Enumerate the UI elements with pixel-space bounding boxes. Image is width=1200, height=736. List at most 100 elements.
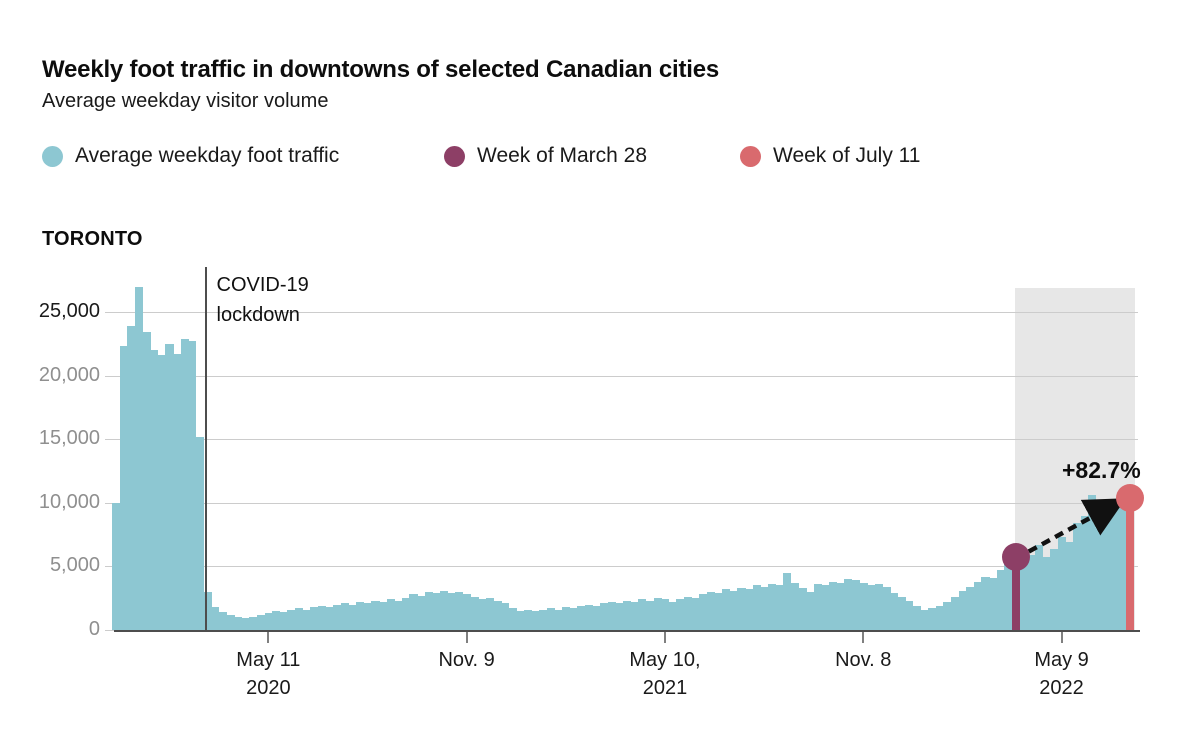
bar-week-33 bbox=[356, 602, 365, 630]
bar-week-20 bbox=[256, 614, 266, 630]
bar-week-29 bbox=[325, 607, 334, 630]
bar-week-56 bbox=[531, 610, 540, 630]
bar-week-8 bbox=[165, 343, 174, 630]
legend-label-march-28: Week of March 28 bbox=[477, 144, 648, 167]
bar-week-1 bbox=[112, 502, 121, 630]
bar-week-106 bbox=[912, 605, 922, 630]
bar-week-9 bbox=[173, 353, 182, 630]
bar-week-62 bbox=[577, 605, 586, 630]
y-axis-label-10000: 10,000 bbox=[38, 490, 100, 513]
bar-week-4 bbox=[134, 286, 144, 630]
y-axis-label-25000: 25,000 bbox=[38, 300, 100, 322]
bar-week-132 bbox=[1111, 504, 1120, 630]
x-axis-tick-99 bbox=[862, 632, 865, 643]
bar-week-101 bbox=[874, 584, 883, 630]
bar-week-65 bbox=[600, 603, 609, 630]
bar-week-70 bbox=[638, 599, 647, 630]
bar-week-27 bbox=[310, 607, 319, 630]
bar-week-117 bbox=[996, 570, 1005, 630]
gridline-10000 bbox=[105, 502, 1138, 504]
bar-week-47 bbox=[462, 594, 472, 630]
bar-week-78 bbox=[699, 594, 708, 630]
bar-week-105 bbox=[905, 600, 914, 630]
bar-week-90 bbox=[790, 582, 800, 630]
bar-week-91 bbox=[798, 588, 807, 630]
gridline-15000 bbox=[105, 439, 1138, 441]
increase-arrow bbox=[1027, 498, 1127, 554]
bar-week-25 bbox=[295, 608, 304, 630]
bar-week-114 bbox=[973, 581, 983, 630]
bar-week-11 bbox=[188, 341, 197, 630]
bar-week-72 bbox=[653, 598, 662, 630]
bar-week-95 bbox=[828, 581, 838, 630]
bar-week-15 bbox=[218, 612, 227, 630]
bar-week-102 bbox=[882, 586, 891, 630]
bar-week-126 bbox=[1065, 542, 1074, 630]
bar-week-98 bbox=[851, 580, 861, 630]
bar-week-59 bbox=[554, 609, 563, 630]
bar-week-73 bbox=[661, 599, 670, 630]
legend-label-july-11: Week of July 11 bbox=[773, 144, 921, 167]
bar-week-10 bbox=[180, 338, 189, 630]
bar-week-85 bbox=[752, 585, 761, 630]
legend-item-foot-traffic: Average weekday foot traffic bbox=[42, 144, 339, 168]
bar-week-118 bbox=[1004, 563, 1013, 630]
bar-week-116 bbox=[989, 577, 998, 630]
bar-week-60 bbox=[561, 607, 571, 630]
bar-week-23 bbox=[279, 612, 288, 630]
bar-week-74 bbox=[668, 602, 677, 630]
bar-week-96 bbox=[836, 582, 845, 630]
bar-week-88 bbox=[775, 585, 784, 630]
bar-week-52 bbox=[500, 603, 510, 630]
bar-week-40 bbox=[409, 594, 418, 630]
bar-week-109 bbox=[935, 605, 944, 630]
x-axis-line bbox=[114, 630, 1140, 632]
gridline-25000 bbox=[105, 312, 1138, 313]
bar-week-133 bbox=[1118, 496, 1127, 630]
bar-week-125 bbox=[1057, 537, 1066, 630]
bar-week-76 bbox=[684, 596, 693, 630]
bar-week-94 bbox=[821, 585, 830, 630]
bar-week-49 bbox=[478, 599, 487, 630]
bar-week-128 bbox=[1080, 515, 1089, 630]
bar-week-57 bbox=[539, 609, 548, 630]
bar-week-41 bbox=[417, 595, 426, 630]
bar-week-24 bbox=[287, 609, 296, 630]
bar-week-64 bbox=[592, 605, 601, 630]
legend-item-july-11: Week of July 11 bbox=[740, 144, 920, 168]
bar-week-112 bbox=[958, 590, 967, 630]
bar-week-107 bbox=[920, 609, 929, 630]
bar-week-36 bbox=[378, 602, 388, 630]
y-axis-label-20000: 20,000 bbox=[38, 363, 100, 386]
bar-week-131 bbox=[1103, 507, 1112, 630]
bar-week-28 bbox=[317, 605, 327, 630]
bar-week-129 bbox=[1088, 495, 1097, 630]
y-axis-label-0: 0 bbox=[88, 618, 100, 640]
bar-week-93 bbox=[813, 584, 822, 630]
page-subtitle: Average weekday visitor volume bbox=[42, 90, 329, 112]
bar-week-122 bbox=[1034, 544, 1044, 630]
bar-week-31 bbox=[340, 603, 350, 630]
marker-stem-july-11 bbox=[1126, 497, 1135, 630]
bar-week-46 bbox=[455, 591, 464, 630]
bar-week-124 bbox=[1050, 548, 1059, 630]
foot-traffic-bar-chart: 0 5,000 10,000 15,000 20,000 25,000 COVID-19 l… bbox=[0, 258, 1200, 736]
x-axis-label-125: May 9 2022 bbox=[1034, 649, 1089, 699]
bar-week-80 bbox=[714, 593, 723, 630]
bar-week-82 bbox=[729, 590, 738, 630]
bar-week-92 bbox=[806, 591, 815, 630]
bar-week-108 bbox=[928, 608, 937, 630]
bar-week-50 bbox=[485, 598, 494, 630]
legend-label-foot-traffic: Average weekday foot traffic bbox=[75, 144, 340, 167]
bar-week-61 bbox=[569, 608, 578, 630]
bar-week-19 bbox=[249, 616, 258, 630]
bar-week-6 bbox=[150, 350, 159, 630]
bar-week-34 bbox=[363, 603, 372, 630]
bar-week-54 bbox=[516, 610, 525, 630]
bar-week-51 bbox=[493, 600, 502, 630]
bar-week-69 bbox=[630, 602, 639, 630]
bar-week-37 bbox=[386, 599, 395, 630]
marker-stem-march-28 bbox=[1011, 557, 1020, 630]
bar-week-87 bbox=[767, 584, 777, 630]
bar-week-26 bbox=[302, 609, 311, 630]
